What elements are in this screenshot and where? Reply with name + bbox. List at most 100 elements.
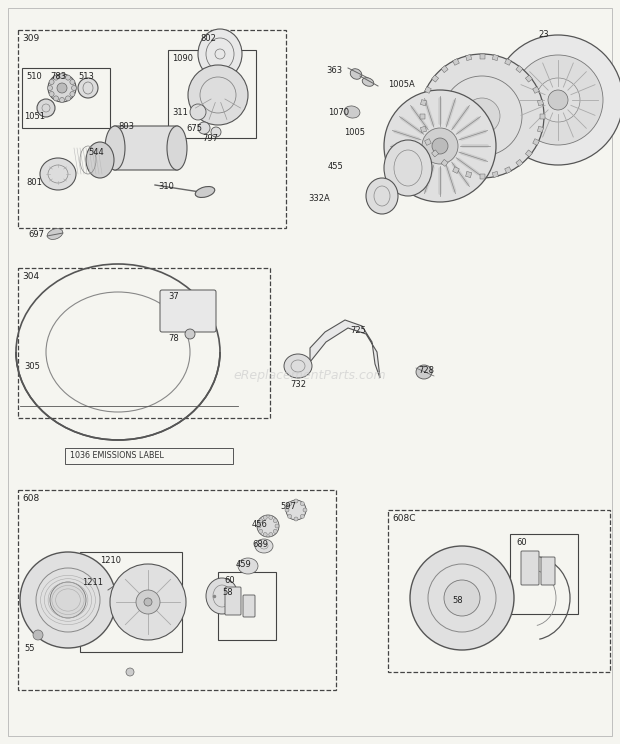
Circle shape: [444, 580, 480, 616]
Text: 37: 37: [168, 292, 179, 301]
Circle shape: [126, 668, 134, 676]
Circle shape: [185, 329, 195, 339]
Ellipse shape: [350, 68, 361, 80]
Bar: [538, 100, 544, 106]
Bar: [525, 75, 533, 82]
FancyBboxPatch shape: [243, 595, 255, 617]
Ellipse shape: [264, 516, 267, 519]
Circle shape: [493, 35, 620, 165]
Ellipse shape: [255, 539, 273, 553]
Text: 309: 309: [22, 34, 39, 43]
Text: 797: 797: [202, 134, 218, 143]
Ellipse shape: [206, 578, 238, 614]
Bar: [18, 30, 286, 228]
Bar: [492, 172, 498, 178]
Text: 60: 60: [224, 576, 234, 585]
Bar: [453, 167, 459, 173]
FancyArrowPatch shape: [453, 108, 467, 127]
Text: 510: 510: [26, 72, 42, 81]
Circle shape: [548, 90, 568, 110]
Text: 304: 304: [22, 272, 39, 281]
FancyArrowPatch shape: [447, 167, 454, 191]
FancyArrowPatch shape: [402, 118, 422, 132]
FancyArrowPatch shape: [402, 159, 422, 174]
FancyArrowPatch shape: [462, 132, 485, 139]
Bar: [453, 59, 459, 65]
Text: 608: 608: [22, 494, 39, 503]
Circle shape: [20, 552, 116, 648]
Ellipse shape: [259, 529, 263, 533]
Ellipse shape: [238, 558, 258, 574]
Text: 23: 23: [538, 30, 549, 39]
Ellipse shape: [70, 80, 75, 85]
Text: 783: 783: [50, 72, 66, 81]
Text: 456: 456: [252, 520, 268, 529]
Ellipse shape: [71, 86, 76, 91]
Bar: [505, 59, 511, 65]
Text: 608C: 608C: [392, 514, 415, 523]
Bar: [525, 150, 533, 157]
Ellipse shape: [211, 127, 221, 137]
FancyBboxPatch shape: [521, 551, 539, 585]
Ellipse shape: [190, 104, 206, 120]
Bar: [441, 65, 448, 73]
Ellipse shape: [66, 75, 71, 80]
Ellipse shape: [285, 508, 289, 512]
Circle shape: [257, 515, 279, 537]
Circle shape: [286, 500, 306, 520]
Ellipse shape: [53, 96, 58, 101]
FancyBboxPatch shape: [225, 587, 241, 615]
Bar: [22, 68, 110, 128]
Bar: [425, 86, 432, 93]
Ellipse shape: [48, 74, 76, 102]
Ellipse shape: [288, 501, 291, 506]
Circle shape: [50, 582, 86, 618]
Bar: [516, 159, 523, 167]
Text: 305: 305: [24, 362, 40, 371]
Circle shape: [464, 98, 500, 134]
Ellipse shape: [198, 122, 210, 134]
Ellipse shape: [269, 533, 273, 536]
Ellipse shape: [300, 514, 304, 519]
Text: 332A: 332A: [308, 194, 330, 203]
Bar: [479, 54, 484, 59]
Ellipse shape: [264, 533, 267, 536]
Ellipse shape: [384, 140, 432, 196]
Ellipse shape: [303, 508, 307, 512]
Bar: [65, 448, 233, 464]
Circle shape: [144, 598, 152, 606]
Bar: [538, 126, 544, 132]
Bar: [441, 159, 448, 167]
FancyArrowPatch shape: [395, 153, 418, 161]
Text: 1036 EMISSIONS LABEL: 1036 EMISSIONS LABEL: [70, 451, 164, 460]
Text: 60: 60: [516, 538, 526, 547]
Ellipse shape: [70, 92, 75, 97]
Bar: [425, 138, 432, 145]
Ellipse shape: [366, 178, 398, 214]
Text: 55: 55: [24, 644, 35, 653]
Ellipse shape: [273, 529, 277, 533]
Bar: [510, 534, 578, 614]
FancyArrowPatch shape: [412, 164, 427, 185]
FancyArrowPatch shape: [462, 153, 485, 161]
FancyArrowPatch shape: [412, 108, 427, 127]
Circle shape: [110, 564, 186, 640]
Bar: [533, 86, 539, 93]
FancyArrowPatch shape: [425, 101, 433, 124]
Ellipse shape: [284, 354, 312, 378]
FancyBboxPatch shape: [113, 126, 179, 170]
Ellipse shape: [49, 92, 54, 97]
Ellipse shape: [416, 365, 432, 379]
Ellipse shape: [47, 228, 63, 240]
Circle shape: [410, 546, 514, 650]
Ellipse shape: [195, 187, 215, 197]
Text: 725: 725: [350, 326, 366, 335]
Text: 1211: 1211: [82, 578, 103, 587]
Ellipse shape: [167, 126, 187, 170]
Ellipse shape: [275, 524, 279, 528]
Text: 513: 513: [78, 72, 94, 81]
Text: 363: 363: [326, 66, 342, 75]
FancyArrowPatch shape: [425, 167, 433, 191]
Text: 803: 803: [118, 122, 134, 131]
Bar: [18, 268, 270, 418]
